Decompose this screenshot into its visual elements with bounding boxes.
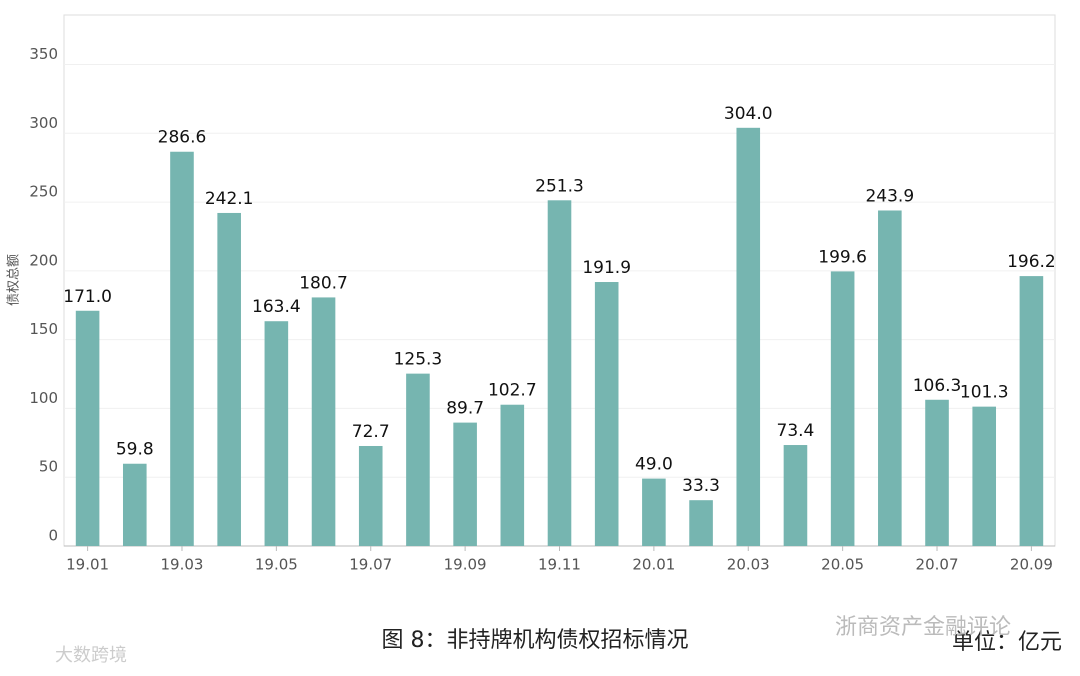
x-tick-label: 20.07 — [916, 556, 959, 574]
value-label: 191.9 — [582, 258, 631, 278]
value-label: 163.4 — [252, 297, 301, 317]
bar — [170, 151, 194, 546]
x-tick-label: 19.11 — [538, 556, 581, 574]
bar — [972, 406, 997, 546]
bar — [547, 200, 572, 546]
value-label: 33.3 — [682, 476, 720, 496]
bar — [264, 321, 289, 546]
unit: 单位：亿元 — [952, 630, 1062, 655]
x-tick-label: 20.09 — [1010, 556, 1053, 574]
value-label: 251.3 — [535, 176, 584, 196]
value-label: 59.8 — [116, 440, 154, 460]
value-label: 199.6 — [818, 247, 867, 267]
bar — [925, 399, 949, 546]
y-tick-label: 350 — [29, 45, 58, 63]
y-tick-label: 150 — [29, 320, 58, 338]
y-tick-label: 100 — [29, 389, 58, 407]
value-label: 180.7 — [299, 273, 348, 293]
value-label: 49.0 — [635, 455, 673, 475]
value-label: 106.3 — [913, 376, 962, 396]
y-tick-label: 50 — [39, 458, 58, 476]
watermark: 浙商资产金融评论 — [835, 615, 1011, 640]
y-tick-label: 300 — [29, 114, 58, 132]
bar — [783, 445, 808, 546]
bar — [642, 478, 666, 546]
y-tick-label: 200 — [29, 251, 58, 269]
bar — [1019, 276, 1044, 546]
x-tick-label: 19.03 — [160, 556, 203, 574]
bar — [689, 500, 713, 546]
y-tick-label: 0 — [48, 527, 58, 545]
y-axis-label: 债权总额 — [6, 254, 22, 306]
bar — [500, 404, 525, 546]
y-tick-label: 250 — [29, 183, 58, 201]
value-label: 243.9 — [865, 186, 914, 206]
value-label: 286.6 — [158, 128, 207, 148]
value-label: 101.3 — [960, 383, 1009, 403]
value-label: 196.2 — [1007, 252, 1056, 272]
bar — [75, 310, 100, 546]
value-label: 125.3 — [394, 350, 443, 370]
x-tick-label: 19.01 — [66, 556, 109, 574]
bar — [217, 212, 241, 547]
x-tick-label: 20.05 — [821, 556, 864, 574]
bar — [830, 271, 855, 546]
value-label: 242.1 — [205, 189, 254, 209]
watermark: 大数跨境 — [55, 645, 127, 666]
x-tick-label: 20.03 — [727, 556, 770, 574]
bar — [311, 297, 336, 546]
bar — [453, 422, 477, 546]
caption: 图 8：非持牌机构债权招标情况 — [382, 628, 689, 653]
value-label: 304.0 — [724, 104, 773, 124]
value-label: 72.7 — [352, 422, 390, 442]
bar — [122, 463, 147, 546]
x-tick-label: 19.05 — [255, 556, 298, 574]
value-label: 102.7 — [488, 381, 537, 401]
bar — [878, 210, 902, 546]
bar — [736, 127, 761, 547]
x-tick-label: 20.01 — [632, 556, 675, 574]
value-label: 73.4 — [777, 421, 815, 441]
x-tick-label: 19.07 — [349, 556, 392, 574]
bar — [358, 445, 383, 546]
bar — [406, 373, 430, 546]
value-label: 89.7 — [446, 399, 484, 419]
x-tick-label: 19.09 — [444, 556, 487, 574]
bar — [594, 282, 619, 546]
value-label: 171.0 — [63, 287, 112, 307]
